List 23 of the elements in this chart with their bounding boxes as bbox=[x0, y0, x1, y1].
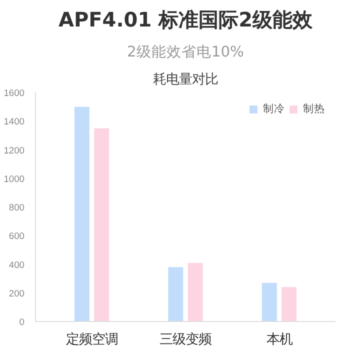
y-tick-label: 1000 bbox=[4, 174, 25, 184]
bar bbox=[282, 287, 297, 322]
legend-label: 制热 bbox=[303, 102, 325, 116]
chart-subtitle: 2级能效省电10% bbox=[127, 44, 244, 60]
bar bbox=[262, 282, 277, 322]
x-tick-label: 本机 bbox=[266, 332, 292, 348]
y-tick-label: 1400 bbox=[4, 116, 25, 127]
y-tick-label: 800 bbox=[8, 202, 25, 212]
y-tick-label: 1200 bbox=[4, 145, 25, 156]
bar bbox=[188, 262, 203, 322]
x-tick-label: 定频空调 bbox=[66, 332, 118, 348]
y-tick-label: 1600 bbox=[4, 88, 25, 98]
bar bbox=[74, 106, 90, 322]
bar bbox=[168, 267, 184, 322]
legend-label: 制冷 bbox=[263, 102, 285, 116]
x-tick-label: 三级变频 bbox=[160, 332, 212, 348]
y-tick-label: 200 bbox=[8, 288, 25, 298]
y-tick-label: 400 bbox=[8, 260, 25, 270]
y-tick-label: 0 bbox=[19, 317, 25, 327]
y-tick-label: 600 bbox=[8, 231, 25, 242]
chart-title: APF4.01 标准国际2级能效 bbox=[58, 8, 314, 32]
bar bbox=[94, 128, 110, 322]
text: 耗电量对比 bbox=[153, 72, 218, 88]
